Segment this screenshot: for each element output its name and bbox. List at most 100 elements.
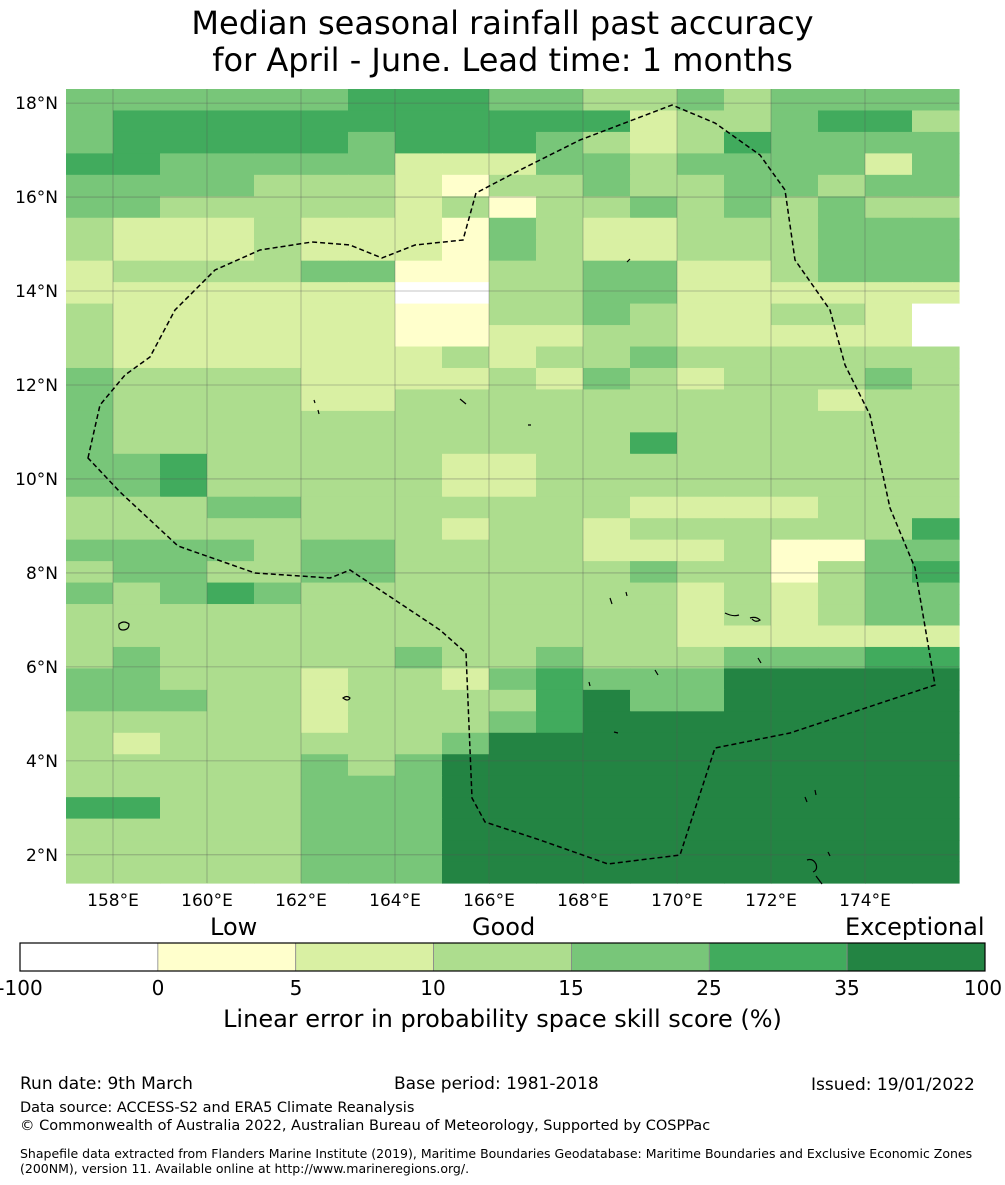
skill-cell (724, 367, 772, 391)
skill-cell (395, 389, 443, 412)
skill-cell (818, 625, 866, 648)
skill-cell (771, 475, 819, 498)
skill-cell (536, 410, 584, 433)
skill-cell (160, 539, 208, 562)
skill-cell (771, 239, 819, 262)
skill-cell (66, 646, 114, 670)
skill-cell (536, 367, 584, 391)
skill-cell (66, 625, 114, 648)
skill-cell (395, 410, 443, 433)
skill-cell (348, 732, 396, 755)
skill-cell (442, 625, 490, 648)
skill-cell (301, 711, 349, 734)
colorbar-tick: 35 (834, 976, 860, 1000)
skill-cell (536, 196, 584, 219)
skill-cell (66, 861, 114, 884)
lon-tick-label: 170°E (651, 891, 703, 911)
skill-cell (630, 646, 678, 670)
skill-cell (630, 797, 678, 820)
skill-cell (912, 561, 960, 584)
skill-cell (771, 389, 819, 412)
skill-cell (818, 110, 866, 133)
skill-cell (207, 732, 255, 755)
skill-cell (724, 453, 772, 476)
island (804, 789, 817, 803)
skill-cell (442, 561, 490, 584)
skill-cell (66, 689, 114, 712)
skill-cell (865, 367, 913, 391)
skill-cell (630, 217, 678, 240)
skill-cell (254, 367, 302, 391)
skill-cell (677, 797, 725, 820)
skill-cell (301, 775, 349, 798)
skill-cell (301, 754, 349, 777)
skill-cell (442, 303, 490, 326)
skill-cell (395, 668, 443, 691)
colorbar-segment (19, 942, 159, 972)
skill-cell (254, 260, 302, 283)
skill-cell (771, 625, 819, 648)
skill-cell (395, 711, 443, 734)
skill-cell (771, 325, 819, 348)
islands (118, 258, 831, 885)
skill-cell (207, 303, 255, 326)
skill-cell (677, 217, 725, 240)
skill-cell (912, 797, 960, 820)
skill-cell (489, 217, 537, 240)
skill-cell (724, 625, 772, 648)
skill-cell (677, 174, 725, 197)
skill-cell (442, 818, 490, 841)
skill-cell (113, 818, 161, 841)
skill-cell (912, 196, 960, 219)
skill-cell (912, 239, 960, 262)
skill-cell (113, 604, 161, 627)
skill-cell (677, 89, 725, 112)
skill-cell (536, 689, 584, 712)
skill-cell (207, 754, 255, 777)
skill-cell (630, 196, 678, 219)
skill-cell (724, 239, 772, 262)
skill-cell (536, 217, 584, 240)
skill-cell (489, 89, 537, 112)
skill-cell (66, 754, 114, 777)
skill-cell (489, 303, 537, 326)
colorbar-segment (846, 942, 986, 972)
skill-cell (583, 217, 631, 240)
skill-cell (160, 625, 208, 648)
skill-cell (113, 89, 161, 112)
skill-cell (583, 518, 631, 541)
skill-cell (818, 153, 866, 176)
skill-cell (254, 689, 302, 712)
skill-cell (66, 797, 114, 820)
skill-cell (865, 239, 913, 262)
skill-cell (395, 89, 443, 112)
skill-cell (912, 668, 960, 691)
skill-cell (301, 518, 349, 541)
skill-cell (348, 625, 396, 648)
skill-cell (912, 282, 960, 305)
skill-cell (113, 432, 161, 455)
skill-cell (301, 153, 349, 176)
skill-cell (912, 367, 960, 391)
skill-cell (865, 711, 913, 734)
skill-cell (207, 861, 255, 884)
skill-cell (818, 840, 866, 863)
skill-cell (207, 260, 255, 283)
skill-cell (724, 754, 772, 777)
skill-cell (630, 410, 678, 433)
skill-cell (207, 668, 255, 691)
skill-cell (160, 432, 208, 455)
skill-cell (771, 410, 819, 433)
skill-cell (818, 582, 866, 605)
shapefile-note: Shapefile data extracted from Flanders M… (20, 1146, 973, 1176)
skill-cell (912, 539, 960, 562)
skill-cell (912, 840, 960, 863)
skill-cell (254, 410, 302, 433)
skill-cell (113, 861, 161, 884)
skill-cell (677, 754, 725, 777)
skill-cell (818, 367, 866, 391)
skill-cell (207, 453, 255, 476)
skill-cell (442, 539, 490, 562)
skill-cell (912, 89, 960, 112)
skill-cell (536, 732, 584, 755)
